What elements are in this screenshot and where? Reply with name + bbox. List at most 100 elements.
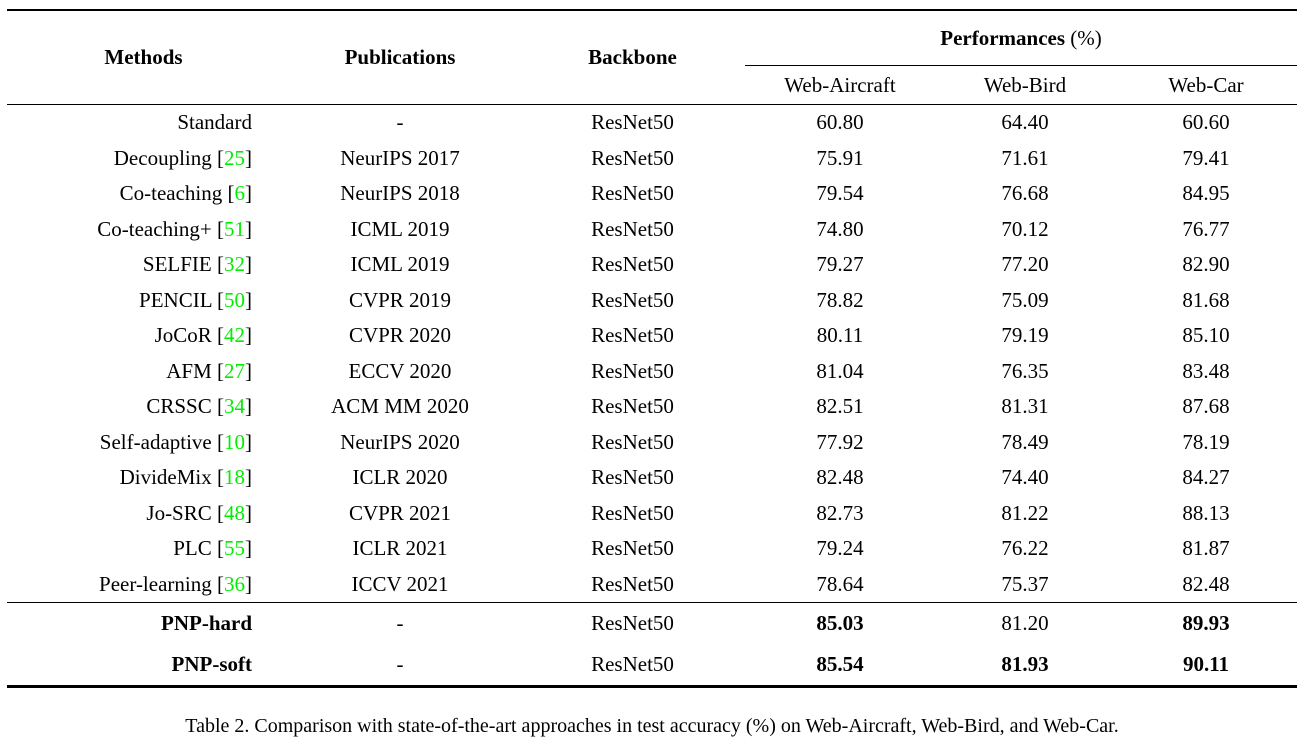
web-car-value: 83.48 (1182, 358, 1230, 383)
publication-cell: NeurIPS 2017 (340, 145, 460, 170)
web-aircraft-value: 78.64 (816, 571, 864, 596)
citation-link[interactable]: 51 (224, 216, 245, 241)
web-bird-value: 79.19 (1001, 323, 1049, 348)
web-car-value: 87.68 (1182, 394, 1230, 419)
web-aircraft-value: 85.54 (816, 652, 864, 676)
web-aircraft-value: 74.80 (816, 216, 864, 241)
citation-link[interactable]: 32 (224, 252, 245, 277)
pnp-rows: PNP-hard - ResNet50 85.03 81.20 89.93 PNP-soft… (7, 602, 1298, 687)
header-row-sub: Web-Aircraft Web-Bird Web-Car (7, 65, 1298, 105)
publication-cell: NeurIPS 2018 (340, 181, 460, 206)
method-name: Self-adaptive (99, 429, 212, 454)
backbone-cell: ResNet50 (591, 287, 674, 312)
publication-cell: ICML 2019 (350, 252, 450, 277)
web-aircraft-value: 81.04 (816, 358, 864, 383)
method-name: Co-teaching (119, 181, 223, 206)
backbone-cell: ResNet50 (591, 394, 674, 419)
web-bird-value: 81.93 (1001, 652, 1049, 676)
citation-link[interactable]: 18 (224, 465, 245, 490)
method-name: DivideMix (119, 465, 212, 490)
backbone-cell: ResNet50 (591, 252, 674, 277)
backbone-cell: ResNet50 (591, 571, 674, 596)
method-cell: Self-adaptive [10] (99, 429, 252, 454)
table-row: PLC [55] ICLR 2021 ResNet50 79.24 76.22 81.87 (7, 531, 1297, 567)
method-cell: Decoupling [25] (113, 145, 252, 170)
method-name: AFM (166, 358, 212, 383)
web-aircraft-value: 82.51 (816, 394, 864, 419)
method-name: PLC (173, 536, 212, 561)
web-bird-value: 74.40 (1001, 465, 1049, 490)
column-header-web-aircraft: Web-Aircraft (745, 65, 935, 105)
method-cell: JoCoR [42] (154, 323, 252, 348)
publication-cell: CVPR 2021 (348, 500, 452, 525)
method-name: CRSSC (146, 394, 212, 419)
citation-link[interactable]: 36 (224, 571, 245, 596)
publication-cell: ICLR 2021 (352, 536, 448, 561)
table-row: Co-teaching+ [51] ICML 2019 ResNet50 74.80 7… (7, 212, 1297, 248)
web-car-value: 82.48 (1182, 571, 1230, 596)
backbone-cell: ResNet50 (591, 145, 674, 170)
header-row-top: Methods Publications Backbone Performanc… (7, 10, 1298, 105)
backbone-cell: ResNet50 (591, 110, 674, 135)
method-cell: Jo-SRC [48] (146, 500, 252, 525)
backbone-cell: ResNet50 (591, 465, 674, 490)
citation-link[interactable]: 55 (224, 536, 245, 561)
table-row: Self-adaptive [10] NeurIPS 2020 ResNet50 77… (7, 425, 1297, 461)
method-cell: CRSSC [34] (146, 394, 252, 419)
publication-cell: ICML 2019 (350, 216, 450, 241)
web-bird-value: 70.12 (1001, 216, 1049, 241)
backbone-cell: ResNet50 (591, 536, 674, 561)
method-cell: Co-teaching+ [51] (97, 216, 252, 241)
column-header-publications: Publications (280, 10, 520, 105)
method-name: Jo-SRC (146, 500, 212, 525)
web-bird-value: 81.22 (1001, 500, 1049, 525)
web-car-value: 81.87 (1182, 536, 1230, 561)
citation-link[interactable]: 10 (224, 429, 245, 454)
method-name: JoCoR (154, 323, 212, 348)
web-bird-value: 76.35 (1001, 358, 1049, 383)
paper-table-region: Methods Publications Backbone Performanc… (7, 9, 1298, 738)
backbone-cell: ResNet50 (520, 602, 745, 644)
backbone-cell: ResNet50 (591, 323, 674, 348)
web-car-value: 82.90 (1182, 252, 1230, 277)
web-aircraft-value: 85.03 (745, 602, 935, 644)
web-aircraft-value: 80.11 (816, 323, 864, 348)
table-row: SELFIE [32] ICML 2019 ResNet50 79.27 77.20 82… (7, 247, 1297, 283)
table-header: Methods Publications Backbone Performanc… (7, 10, 1298, 105)
citation-link[interactable]: 42 (224, 323, 245, 348)
web-car-value: 88.13 (1182, 500, 1230, 525)
citation-link[interactable]: 27 (224, 358, 245, 383)
backbone-cell: ResNet50 (591, 429, 674, 454)
citation-link[interactable]: 50 (224, 287, 245, 312)
column-header-web-bird: Web-Bird (935, 65, 1115, 105)
web-aircraft-value: 79.54 (816, 181, 864, 206)
column-header-performances: Performances (%) (745, 10, 1298, 66)
table-row: Standard - ResNet50 60.80 64.40 60.60 (7, 105, 1297, 141)
web-car-value: 60.60 (1182, 110, 1230, 135)
method-cell: PENCIL [50] (139, 287, 252, 312)
web-aircraft-value: 78.82 (816, 287, 864, 312)
publication-cell: ICLR 2020 (352, 465, 448, 490)
web-car-value: 84.27 (1182, 465, 1230, 490)
publication-cell: - (396, 110, 404, 135)
method-name: Co-teaching+ (97, 216, 212, 241)
column-header-methods: Methods (7, 10, 280, 105)
citation-link[interactable]: 25 (224, 145, 245, 170)
method-name: Standard (177, 110, 252, 135)
web-car-value: 78.19 (1182, 429, 1230, 454)
web-car-value: 81.68 (1182, 287, 1230, 312)
method-cell: Peer-learning [36] (99, 571, 252, 596)
publication-cell: CVPR 2019 (348, 287, 452, 312)
method-cell: PLC [55] (173, 536, 252, 561)
citation-link[interactable]: 34 (224, 394, 245, 419)
table-caption: Table 2. Comparison with state-of-the-ar… (185, 715, 1119, 737)
citation-link[interactable]: 6 (234, 181, 246, 206)
publication-cell: ICCV 2021 (351, 571, 449, 596)
web-aircraft-value: 82.73 (816, 500, 864, 525)
web-bird-value: 81.20 (935, 602, 1115, 644)
web-car-value: 84.95 (1182, 181, 1230, 206)
web-bird-value: 81.31 (1001, 394, 1049, 419)
web-car-value: 89.93 (1115, 602, 1298, 644)
method-cell: Co-teaching [6] (119, 181, 252, 206)
citation-link[interactable]: 48 (224, 500, 245, 525)
